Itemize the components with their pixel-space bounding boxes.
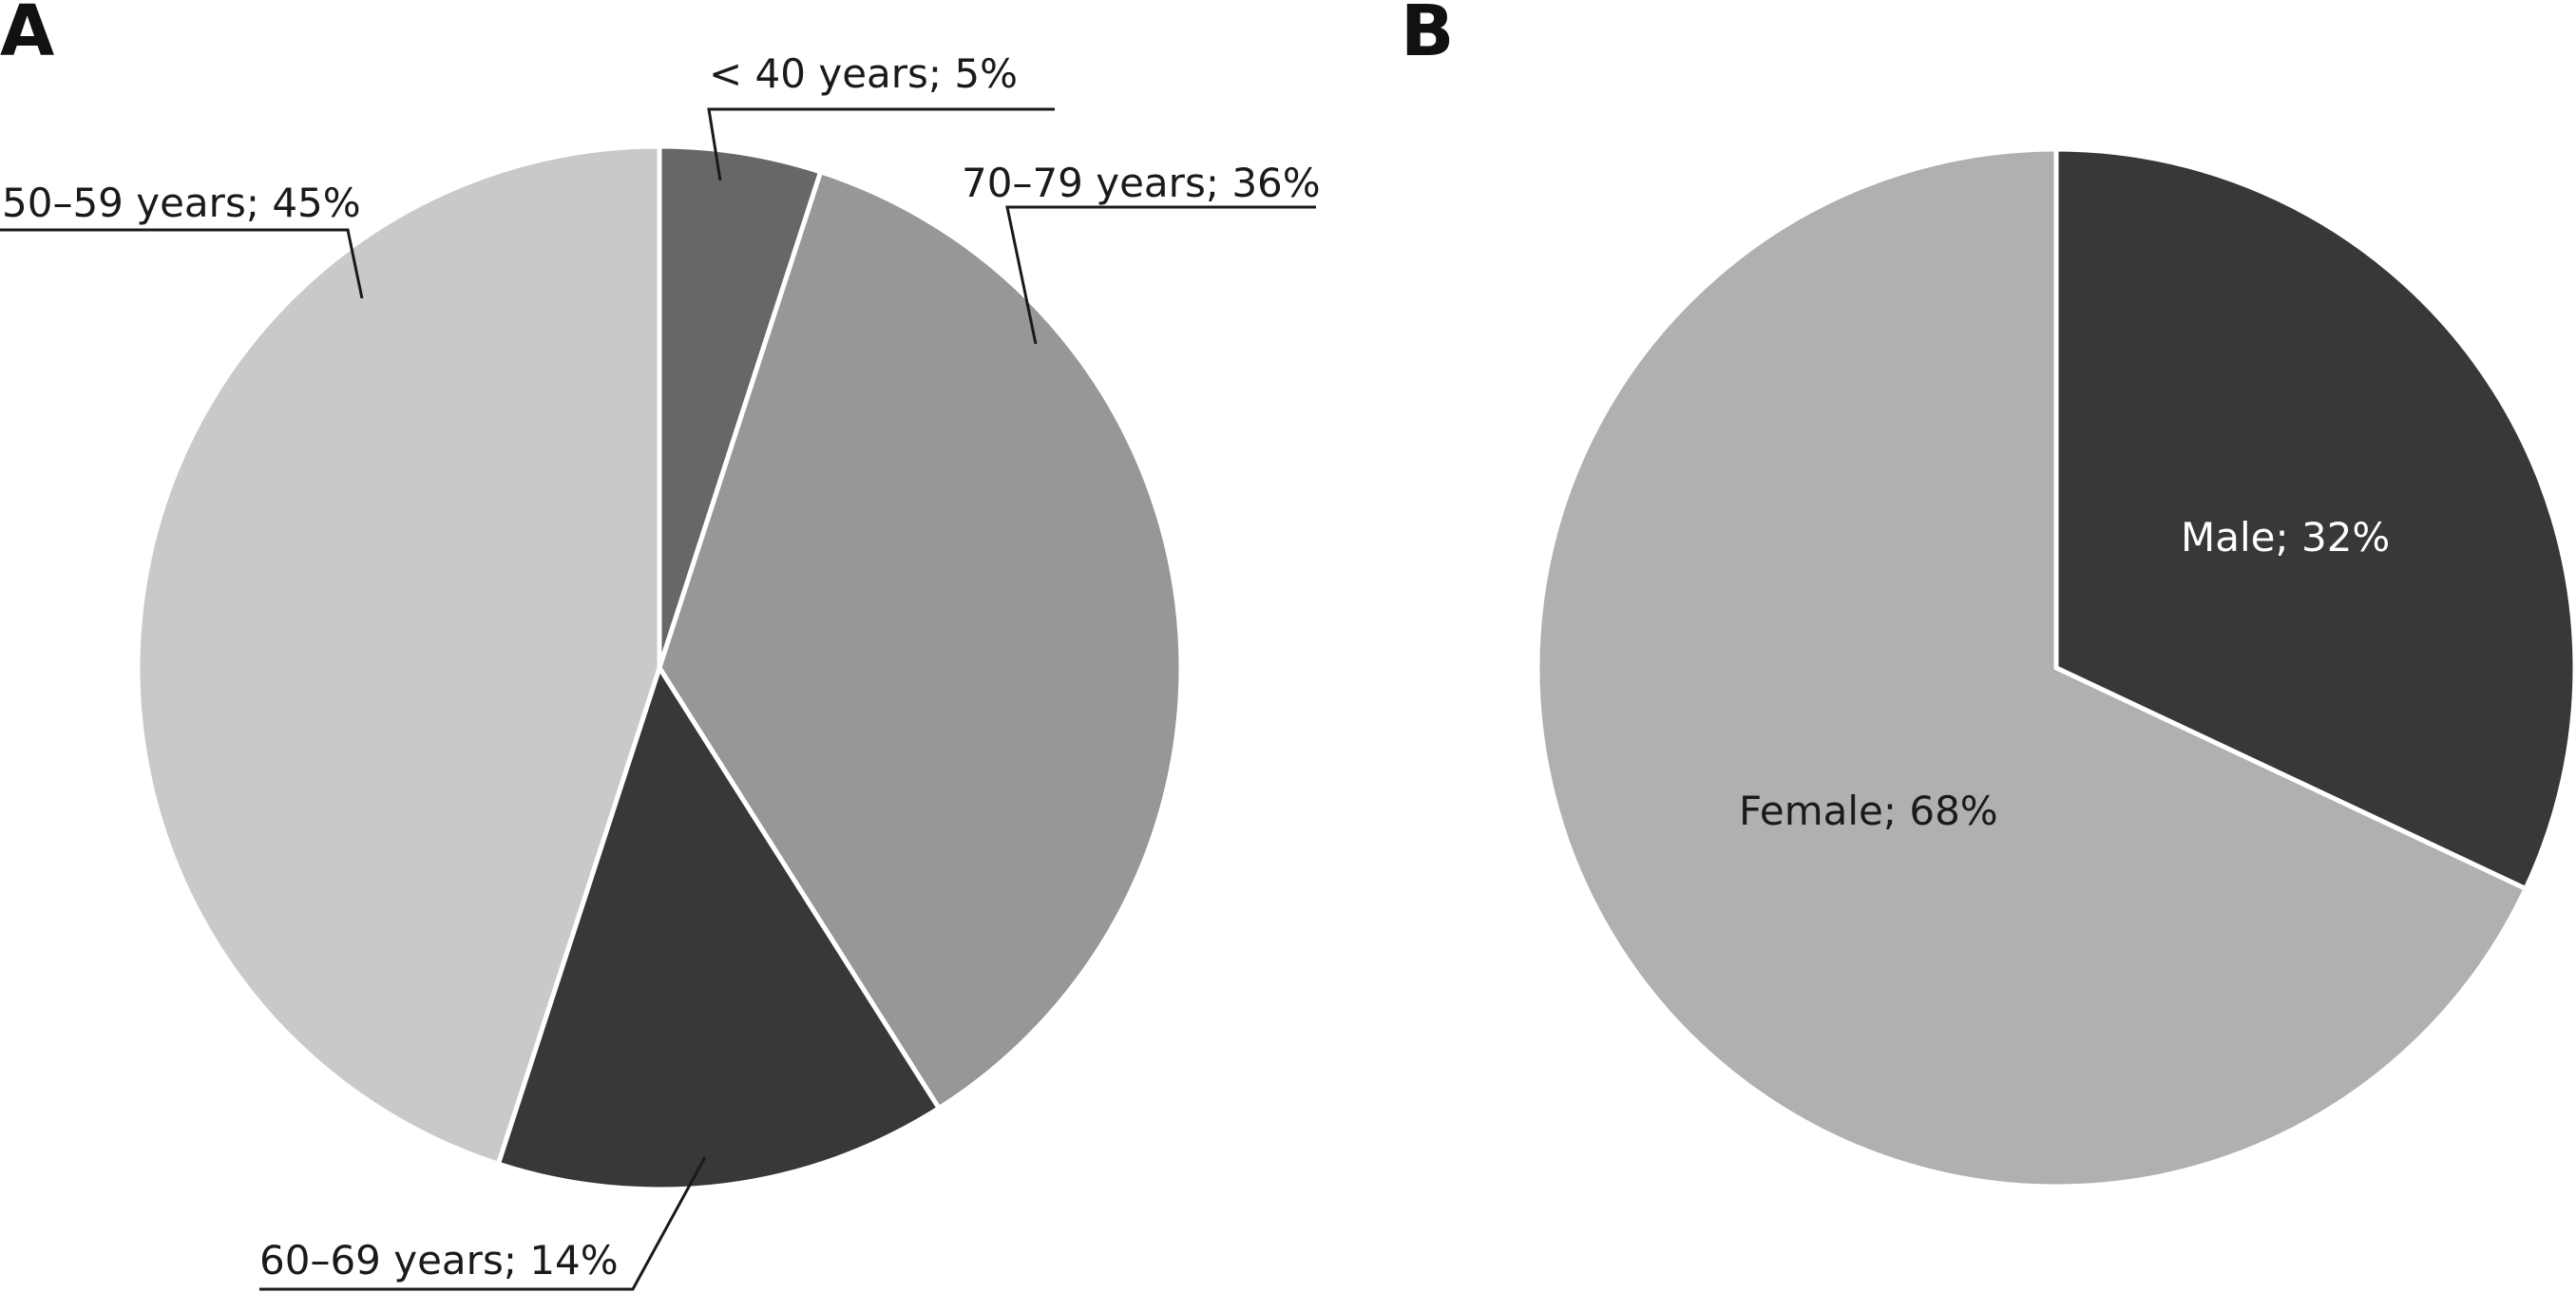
panel-label-b: B	[1401, 0, 1454, 72]
panel-label-a: A	[0, 0, 54, 72]
slice-label-70-79: 70–79 years; 36%	[962, 160, 1321, 206]
pie-slice-60-69-years	[495, 665, 942, 1192]
pie-slice-50-59-years	[135, 143, 662, 1167]
slice-label-60-69: 60–69 years; 14%	[259, 1237, 619, 1283]
pie-b-slices	[1535, 146, 2576, 1189]
pie-slice-female	[1535, 146, 2528, 1189]
pie-slice-70-79-years	[657, 169, 1184, 1112]
leader-line-50-59	[0, 228, 364, 299]
leader-line-under-40-path	[707, 107, 1055, 181]
pie-chart-b: B Male; 32% Female; 68%	[1401, 0, 2576, 1189]
slice-label-female: Female; 68%	[1739, 788, 1998, 834]
leader-line-60-69	[259, 1156, 707, 1291]
leader-line-70-79	[1005, 205, 1316, 345]
slice-label-50-59: 50–59 years; 45%	[2, 180, 361, 226]
pie-chart-a: A < 40 years; 5% 70–79 years; 36% 60–69 …	[0, 0, 1321, 1291]
slice-label-under-40: < 40 years; 5%	[709, 50, 1018, 97]
slice-label-male: Male; 32%	[2181, 514, 2390, 561]
pie-a-slices	[135, 143, 1184, 1192]
pie-slice-male	[2053, 146, 2576, 891]
